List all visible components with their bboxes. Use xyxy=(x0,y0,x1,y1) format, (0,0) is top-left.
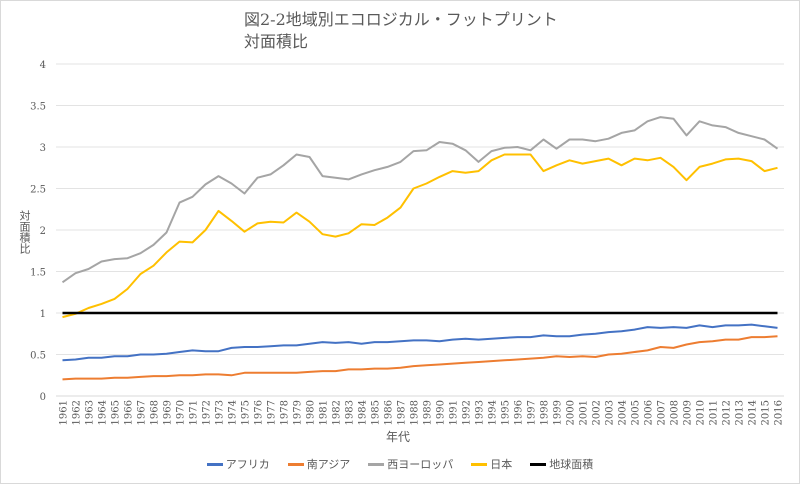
x-tick-label: 1998 xyxy=(540,400,551,425)
legend: アフリカ 南アジア 西ヨーロッパ 日本 地球面積 xyxy=(0,456,800,472)
x-tick-label: 1976 xyxy=(254,400,265,425)
x-tick-label: 1981 xyxy=(319,400,330,425)
x-tick-label: 2002 xyxy=(592,400,603,425)
x-tick-label: 1993 xyxy=(475,400,486,425)
y-tick-label: 0.5 xyxy=(30,351,46,362)
x-tick-label: 1983 xyxy=(345,400,356,425)
y-tick-label: 1 xyxy=(40,309,46,320)
x-tick-label: 1968 xyxy=(150,400,161,425)
x-tick-label: 1961 xyxy=(59,400,70,425)
legend-swatch xyxy=(206,462,223,466)
legend-label: アフリカ xyxy=(225,458,270,471)
legend-item: アフリカ xyxy=(206,456,270,472)
legend-item: 南アジア xyxy=(287,456,351,472)
y-tick-label: 2 xyxy=(40,226,46,237)
x-tick-label: 1994 xyxy=(488,400,499,425)
x-tick-label: 1999 xyxy=(553,400,564,425)
x-tick-label: 1995 xyxy=(501,400,512,425)
x-tick-label: 2011 xyxy=(709,400,720,425)
x-tick-label: 2012 xyxy=(722,400,733,425)
legend-label: 西ヨーロッパ xyxy=(387,458,454,471)
series-line-3 xyxy=(62,153,778,319)
x-tick-label: 1988 xyxy=(410,400,421,425)
x-tick-label: 1989 xyxy=(423,400,434,425)
legend-swatch xyxy=(471,462,488,466)
chart-title-line1: 図2-2地域別エコロジカル・フットプリント xyxy=(244,10,558,29)
x-tick-label: 1980 xyxy=(306,400,317,425)
y-tick-label: 3.5 xyxy=(30,102,46,113)
x-tick-label: 2010 xyxy=(696,400,707,425)
y-tick-label: 4 xyxy=(40,60,46,71)
x-tick-label: 1996 xyxy=(514,400,525,425)
x-tick-label: 1984 xyxy=(358,400,369,425)
x-tick-label: 1977 xyxy=(267,400,278,425)
x-tick-label: 2014 xyxy=(748,400,759,425)
x-tick-label: 2004 xyxy=(618,400,629,425)
x-tick-label: 1967 xyxy=(137,400,148,425)
x-tick-label: 1969 xyxy=(163,400,174,425)
x-tick-label: 2001 xyxy=(579,400,590,425)
y-tick-label: 3 xyxy=(40,143,46,154)
series-line-2 xyxy=(61,116,779,284)
legend-swatch xyxy=(287,462,304,466)
x-tick-label: 1978 xyxy=(280,400,291,425)
x-tick-label: 1973 xyxy=(215,400,226,425)
x-tick-label: 2005 xyxy=(631,400,642,425)
y-tick-label: 2.5 xyxy=(30,185,46,196)
chart-title: 図2-2地域別エコロジカル・フットプリント 対面積比 xyxy=(244,9,558,53)
x-tick-label: 1990 xyxy=(436,400,447,425)
series-line-0 xyxy=(62,323,778,362)
x-tick-label: 1986 xyxy=(384,400,395,425)
x-tick-label: 1966 xyxy=(124,400,135,425)
legend-label: 南アジア xyxy=(306,458,351,471)
x-tick-label: 2003 xyxy=(605,400,616,425)
y-tick-label: 1.5 xyxy=(30,268,46,279)
legend-item: 西ヨーロッパ xyxy=(368,456,453,472)
legend-swatch xyxy=(530,462,547,466)
legend-swatch xyxy=(368,462,385,466)
x-tick-label: 1982 xyxy=(332,400,343,425)
y-tick-label: 0 xyxy=(40,392,46,403)
x-tick-label: 2009 xyxy=(683,400,694,425)
series-line-1 xyxy=(62,335,778,381)
x-tick-label: 1997 xyxy=(527,400,538,425)
legend-item: 日本 xyxy=(471,456,512,472)
x-axis-label: 年代 xyxy=(386,430,411,444)
x-tick-label: 2008 xyxy=(670,400,681,425)
x-tick-label: 2016 xyxy=(774,400,785,425)
x-tick-label: 1970 xyxy=(176,400,187,425)
x-tick-label: 2007 xyxy=(657,400,668,425)
x-tick-label: 1963 xyxy=(85,400,96,425)
x-tick-label: 1975 xyxy=(241,400,252,425)
x-tick-label: 1971 xyxy=(189,400,200,425)
x-tick-label: 1974 xyxy=(228,400,239,425)
x-tick-label: 2000 xyxy=(566,400,577,425)
x-tick-label: 1962 xyxy=(72,400,83,425)
x-tick-label: 2013 xyxy=(735,400,746,425)
x-tick-label: 1992 xyxy=(462,400,473,425)
x-tick-label: 1964 xyxy=(98,400,109,425)
x-tick-label: 2015 xyxy=(761,400,772,425)
x-tick-label: 1987 xyxy=(397,400,408,425)
y-axis-label: 対面積比 xyxy=(18,210,31,254)
x-tick-label: 1972 xyxy=(202,400,213,425)
x-tick-label: 1991 xyxy=(449,400,460,425)
legend-label: 日本 xyxy=(490,458,513,471)
x-tick-label: 1965 xyxy=(111,400,122,425)
x-tick-label: 1985 xyxy=(371,400,382,425)
legend-item: 地球面積 xyxy=(530,456,593,472)
chart-subtitle: 対面積比 xyxy=(244,32,309,51)
x-tick-label: 2006 xyxy=(644,400,655,425)
x-tick-label: 1979 xyxy=(293,400,304,425)
legend-label: 地球面積 xyxy=(549,458,594,471)
